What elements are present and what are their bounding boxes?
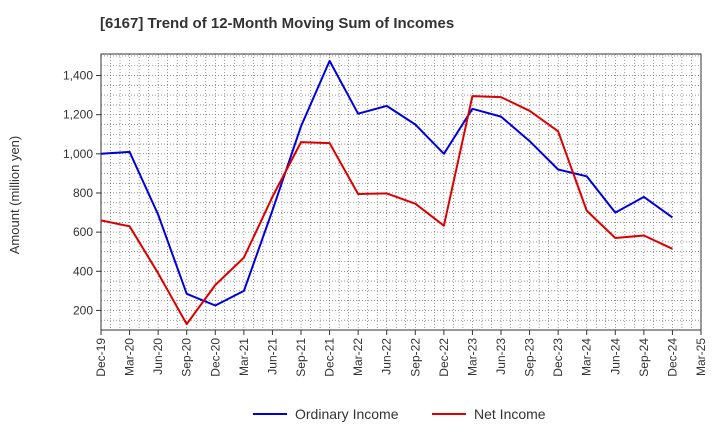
series-lines (100, 59, 673, 326)
x-tick-label: Dec-22 (437, 338, 451, 377)
legend-label: Ordinary Income (295, 406, 399, 422)
x-tick-label: Dec-19 (94, 338, 108, 377)
y-tick-label: 200 (73, 303, 93, 317)
x-tick-label: Sep-22 (408, 338, 422, 377)
grid-lines (101, 54, 701, 330)
x-tick-label: Mar-22 (351, 338, 365, 376)
y-tick-label: 1,000 (63, 147, 93, 161)
y-tick-label: 1,400 (63, 69, 93, 83)
y-tick-label: 1,200 (63, 108, 93, 122)
y-axis-ticks: 200 400 600 800 1,000 1,200 1,400 (63, 69, 101, 317)
x-tick-label: Sep-23 (523, 338, 537, 377)
x-tick-label: Sep-24 (637, 338, 651, 377)
x-tick-label: Jun-24 (608, 338, 622, 375)
x-tick-label: Dec-23 (551, 338, 565, 377)
x-axis-ticks: Dec-19 Mar-20 Jun-20 Sep-20 Dec-20 Mar-21 Jun-… (94, 330, 708, 377)
legend-label: Net Income (474, 406, 546, 422)
y-axis-title: Amount (million yen) (7, 136, 22, 255)
legend: Ordinary Income Net Income (253, 406, 546, 422)
x-tick-label: Jun-21 (265, 338, 279, 375)
plot-border (100, 53, 702, 331)
x-tick-label: Mar-20 (123, 338, 137, 376)
x-tick-label: Mar-24 (580, 338, 594, 376)
series-line-ordinary-income (100, 59, 673, 307)
x-tick-label: Dec-24 (665, 338, 679, 377)
plot-area (101, 54, 701, 330)
x-tick-label: Jun-22 (380, 338, 394, 375)
x-tick-label: Sep-20 (180, 338, 194, 377)
series-line-net-income (100, 95, 673, 326)
x-tick-label: Dec-20 (208, 338, 222, 377)
y-tick-label: 400 (73, 264, 93, 278)
chart-title: [6167] Trend of 12-Month Moving Sum of I… (100, 15, 455, 32)
x-tick-label: Sep-21 (294, 338, 308, 377)
x-tick-label: Mar-25 (694, 338, 708, 376)
x-tick-label: Mar-21 (237, 338, 251, 376)
x-tick-label: Dec-21 (323, 338, 337, 377)
x-tick-label: Mar-23 (465, 338, 479, 376)
x-tick-label: Jun-23 (494, 338, 508, 375)
y-tick-label: 800 (73, 186, 93, 200)
x-tick-label: Jun-20 (151, 338, 165, 375)
y-tick-label: 600 (73, 225, 93, 239)
